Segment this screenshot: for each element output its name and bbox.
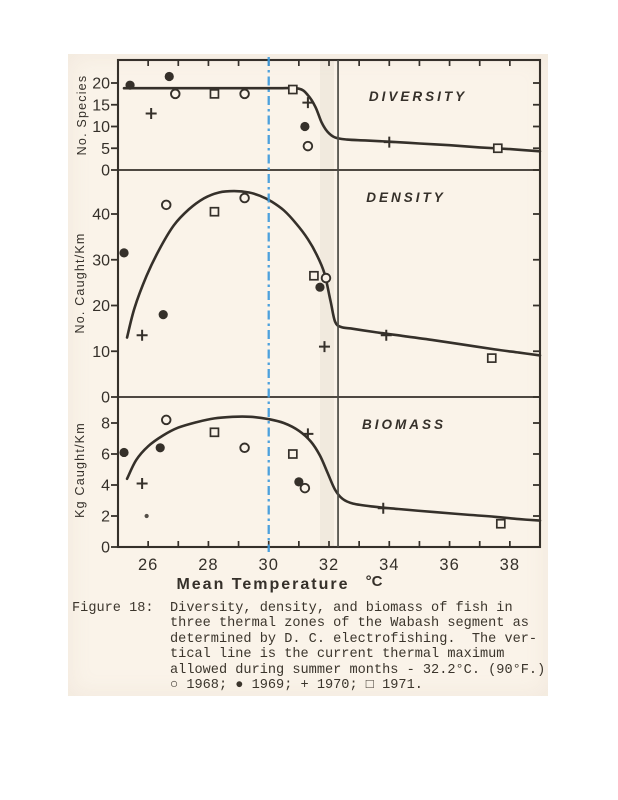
caption-line: determined by D. C. electrofishing. The … [170, 631, 538, 647]
data-point-1968 [170, 88, 181, 100]
caption-line: tical line is the current thermal maximu… [170, 647, 505, 663]
data-point-1970 [380, 329, 392, 341]
data-point-1968 [320, 272, 332, 284]
data-point-1968 [239, 88, 250, 100]
y-tick-label: 2 [101, 509, 110, 526]
data-point-1969 [164, 71, 174, 82]
y-tick-label: 20 [92, 76, 110, 93]
data-point-1968 [239, 442, 250, 454]
data-point-1969 [155, 443, 165, 453]
data-point-1971 [209, 206, 220, 217]
caption-line: Diversity, density, and biomass of fish … [170, 601, 513, 616]
data-point-1969 [119, 447, 129, 458]
data-point-1968 [160, 199, 172, 211]
data-point-1969 [300, 121, 310, 132]
data-point-1970 [383, 136, 395, 148]
y-tick-label: 20 [92, 298, 110, 315]
data-point-1970 [318, 341, 330, 353]
figure-caption-text: Diversity, density, and biomass of fish … [170, 601, 545, 693]
data-point-1968 [299, 482, 311, 494]
y-tick-label: 6 [101, 447, 110, 464]
panel-title: DENSITY [366, 190, 446, 205]
x-tick-label: 34 [379, 556, 399, 574]
y-tick-label: 0 [101, 390, 110, 407]
y-tick-label: 4 [101, 478, 110, 495]
scan-speck [144, 513, 149, 519]
scan-artifact-band [320, 60, 334, 547]
x-axis-title: Mean Temperature [176, 576, 349, 593]
x-tick-label: 32 [319, 556, 339, 574]
y-axis-label: Kg Caught/Km [73, 422, 87, 518]
data-point-1971 [492, 143, 503, 154]
data-point-1970 [136, 329, 148, 341]
data-point-1968 [239, 192, 250, 204]
data-point-1969 [125, 80, 135, 90]
data-point-1971 [209, 427, 220, 438]
paper-background [68, 54, 548, 696]
data-point-1969 [119, 248, 129, 258]
data-point-1971 [209, 89, 220, 99]
data-point-1971 [287, 449, 298, 459]
x-tick-label: 38 [500, 556, 520, 574]
data-point-1971 [287, 84, 298, 95]
trend-curve [122, 86, 542, 153]
y-axis-label: No. Caught/Km [73, 232, 87, 333]
x-axis-unit: °C [366, 573, 383, 590]
y-axis-label: No. Species [75, 75, 89, 156]
caption-line: allowed during summer months - 32.2°C. (… [170, 662, 546, 678]
x-tick-label: 30 [259, 556, 279, 574]
data-point-1969 [315, 282, 325, 292]
x-tick-label: 36 [439, 556, 459, 574]
trend-curve [125, 189, 542, 357]
data-point-1969 [158, 310, 168, 320]
x-tick-label: 26 [138, 556, 158, 574]
data-point-1968 [160, 414, 172, 426]
panel-title: DIVERSITY [369, 89, 467, 104]
y-tick-label: 40 [92, 207, 110, 224]
data-point-1970 [302, 97, 314, 109]
data-point-1970 [377, 502, 389, 514]
data-point-1970 [145, 107, 157, 119]
data-point-1970 [302, 428, 314, 440]
y-tick-label: 30 [92, 252, 110, 269]
data-point-1969 [294, 477, 304, 487]
y-tick-label: 10 [92, 119, 110, 136]
y-tick-label: 0 [101, 540, 110, 557]
y-tick-label: 5 [101, 141, 110, 158]
y-tick-label: 10 [92, 344, 110, 361]
caption-line: three thermal zones of the Wabash segmen… [170, 616, 529, 632]
data-point-1970 [136, 477, 148, 489]
panel-title: BIOMASS [362, 417, 446, 432]
y-tick-label: 15 [92, 97, 110, 114]
trend-curve [125, 415, 542, 522]
data-point-1971 [309, 270, 319, 281]
data-point-1971 [486, 353, 497, 363]
figure-caption-label: Figure 18: [72, 601, 154, 616]
caption-legend-line: ○ 1968; ● 1969; + 1970; □ 1971. [170, 677, 423, 693]
y-tick-label: 0 [101, 163, 110, 180]
x-tick-label: 28 [198, 556, 218, 574]
y-tick-label: 8 [101, 416, 110, 433]
data-point-1968 [302, 140, 314, 152]
data-point-1971 [495, 518, 506, 529]
